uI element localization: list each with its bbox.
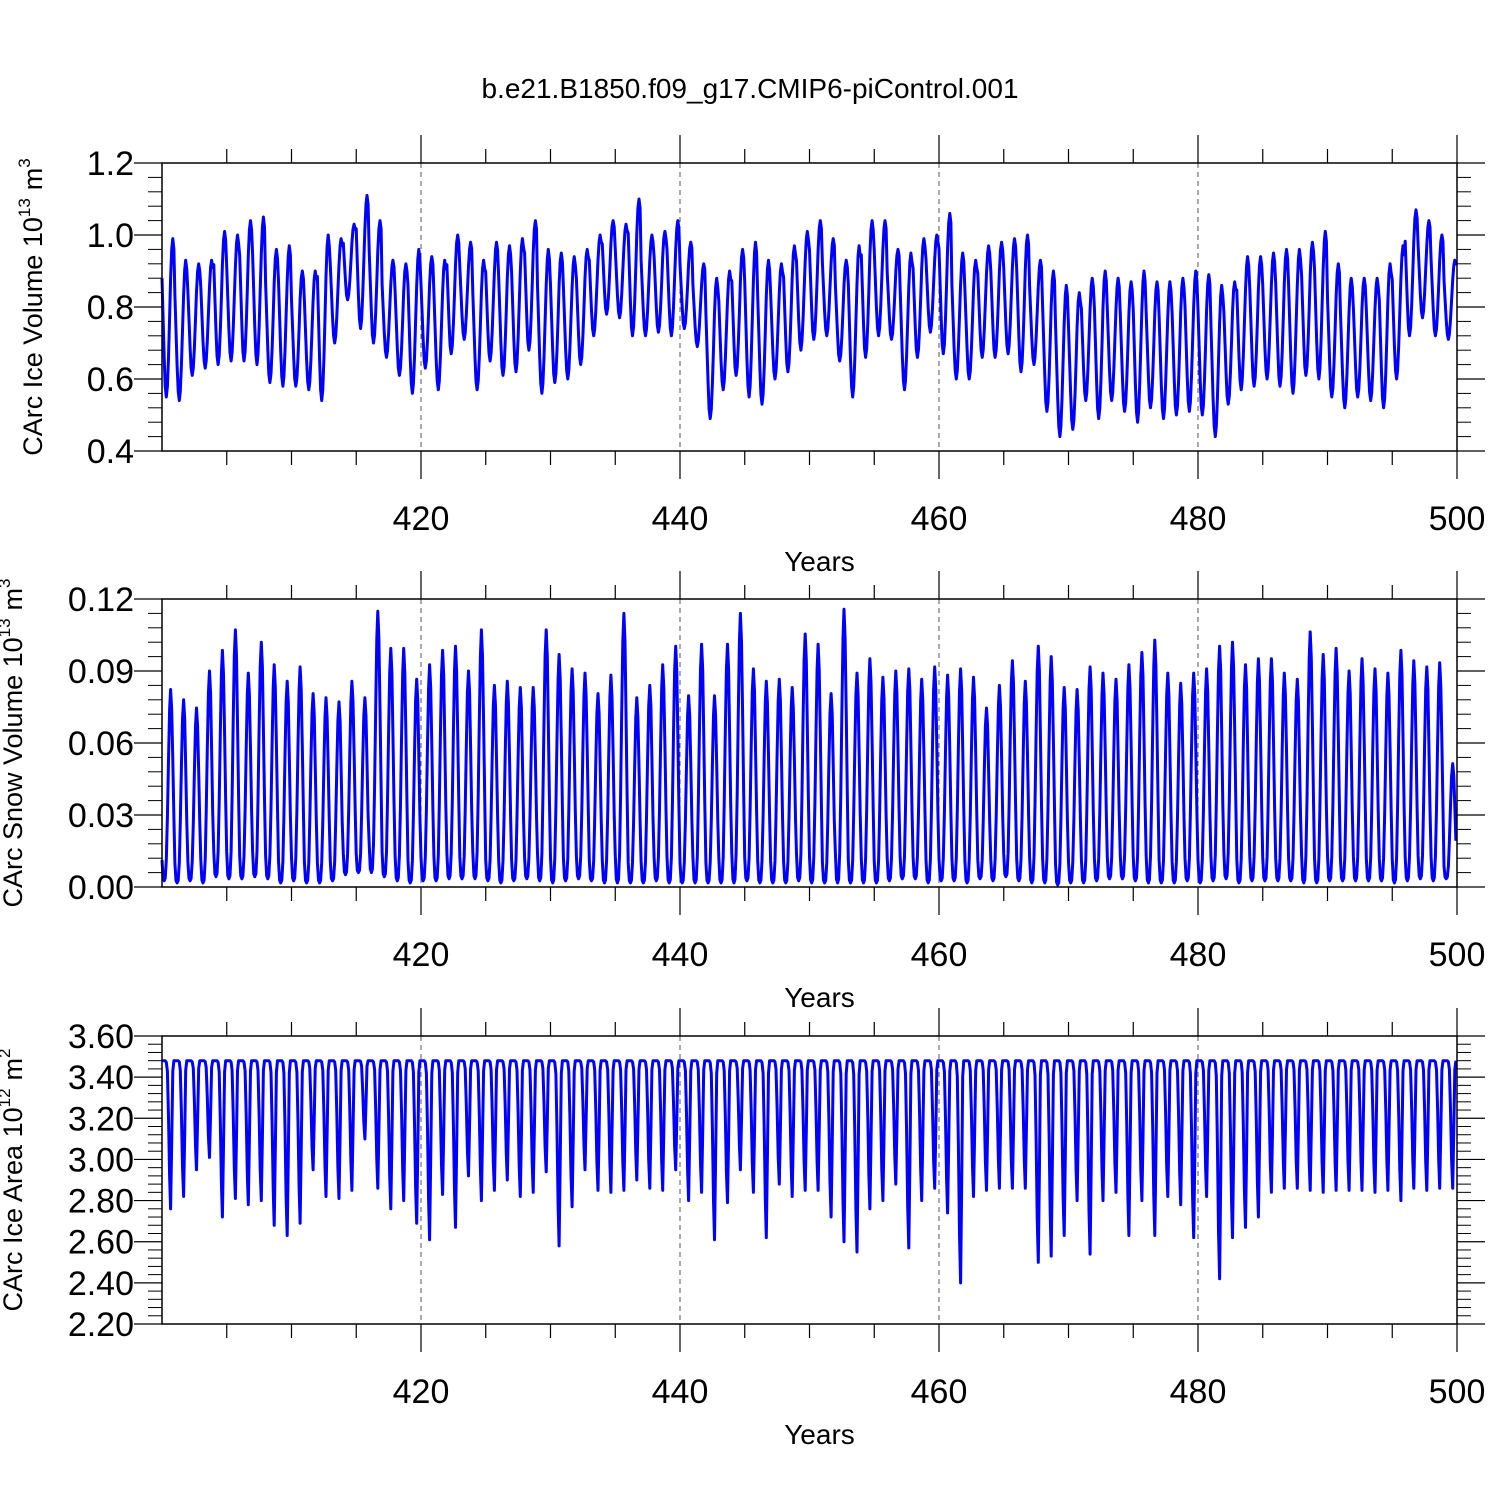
y-tick-label: 3.20	[68, 1100, 134, 1138]
y-axis-label-unit-exp: 3	[15, 158, 34, 167]
y-axis-label-unit: m	[0, 588, 28, 611]
y-axis-label-exp: 13	[15, 198, 34, 217]
panel-ice_volume: 0.4 0.6 0.8 1.0 1.2 420 440 460 480 500 Years CArc …	[15, 135, 1485, 577]
y-axis-label-unit-exp: 3	[0, 578, 14, 587]
y-tick-label: 0.12	[68, 581, 134, 619]
x-tick-label: 440	[652, 1373, 709, 1411]
y-tick-label: 0.6	[87, 361, 134, 399]
x-tick-label: 500	[1429, 500, 1486, 538]
panel-snow_volume: 0.00 0.03 0.06 0.09 0.12 420 440 460 480 500 Years…	[0, 571, 1485, 1013]
x-tick-label: 460	[911, 1373, 968, 1411]
x-axis-label: Years	[784, 982, 855, 1013]
y-axis-label-unit-exp: 2	[0, 1049, 14, 1058]
x-tick-label: 500	[1429, 1373, 1486, 1411]
x-tick-label: 500	[1429, 936, 1486, 974]
x-tick-label: 480	[1170, 1373, 1227, 1411]
y-tick-label: 0.06	[68, 725, 134, 763]
series-line-snow_volume	[160, 607, 1458, 887]
x-tick-label: 420	[393, 936, 450, 974]
y-axis-label: CArc Ice Volume 1013 m3	[15, 158, 48, 456]
y-axis-label: CArc Ice Area 1012 m2	[0, 1049, 28, 1312]
y-tick-label: 2.60	[68, 1224, 134, 1262]
x-axis-label: Years	[784, 546, 855, 577]
y-tick-label: 3.40	[68, 1059, 134, 1097]
x-axis-label: Years	[784, 1419, 855, 1450]
y-axis-label: CArc Snow Volume 1013 m3	[0, 578, 28, 907]
y-tick-label: 1.2	[87, 145, 134, 183]
x-tick-label: 420	[393, 500, 450, 538]
y-tick-label: 0.4	[87, 433, 134, 471]
y-axis-label-text: CArc Ice Volume 10	[18, 217, 48, 456]
x-tick-label: 480	[1170, 500, 1227, 538]
y-tick-label: 3.00	[68, 1141, 134, 1179]
x-tick-label: 420	[393, 1373, 450, 1411]
x-tick-label: 480	[1170, 936, 1227, 974]
y-axis-label-unit: m	[18, 168, 48, 191]
y-axis-label-exp: 12	[0, 1088, 14, 1107]
y-tick-label: 2.80	[68, 1183, 134, 1221]
x-tick-label: 460	[911, 936, 968, 974]
plot-frame	[161, 1035, 1458, 1325]
y-axis-label-text: CArc Snow Volume 10	[0, 637, 28, 907]
series-line-ice_area	[161, 1059, 1458, 1285]
chart-title: b.e21.B1850.f09_g17.CMIP6-piControl.001	[481, 73, 1018, 104]
y-tick-label: 0.8	[87, 289, 134, 327]
y-tick-label: 0.09	[68, 653, 134, 691]
y-axis-label-exp: 13	[0, 618, 14, 637]
y-tick-label: 0.00	[68, 869, 134, 907]
y-tick-label: 3.60	[68, 1018, 134, 1056]
y-tick-label: 2.40	[68, 1265, 134, 1303]
series-line-ice_volume	[160, 193, 1458, 439]
panel-ice_area: 2.202.402.602.80 3.003.203.403.60 420 440 46…	[0, 1008, 1485, 1450]
y-axis-label-unit: m	[0, 1058, 28, 1081]
x-tick-label: 460	[911, 500, 968, 538]
y-axis-label-text: CArc Ice Area 10	[0, 1107, 28, 1311]
y-tick-label: 1.0	[87, 217, 134, 255]
y-tick-label: 2.20	[68, 1306, 134, 1344]
x-tick-label: 440	[652, 936, 709, 974]
y-tick-label: 0.03	[68, 797, 134, 835]
x-tick-label: 440	[652, 500, 709, 538]
